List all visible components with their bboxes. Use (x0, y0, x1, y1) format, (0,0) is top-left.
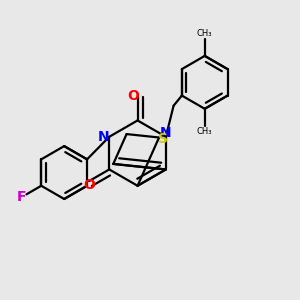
Text: S: S (158, 132, 168, 146)
Text: CH₃: CH₃ (197, 127, 212, 136)
Text: N: N (160, 126, 172, 140)
Text: F: F (17, 190, 26, 204)
Text: O: O (127, 88, 139, 103)
Text: N: N (98, 130, 109, 144)
Text: CH₃: CH₃ (197, 29, 212, 38)
Text: O: O (83, 178, 95, 192)
